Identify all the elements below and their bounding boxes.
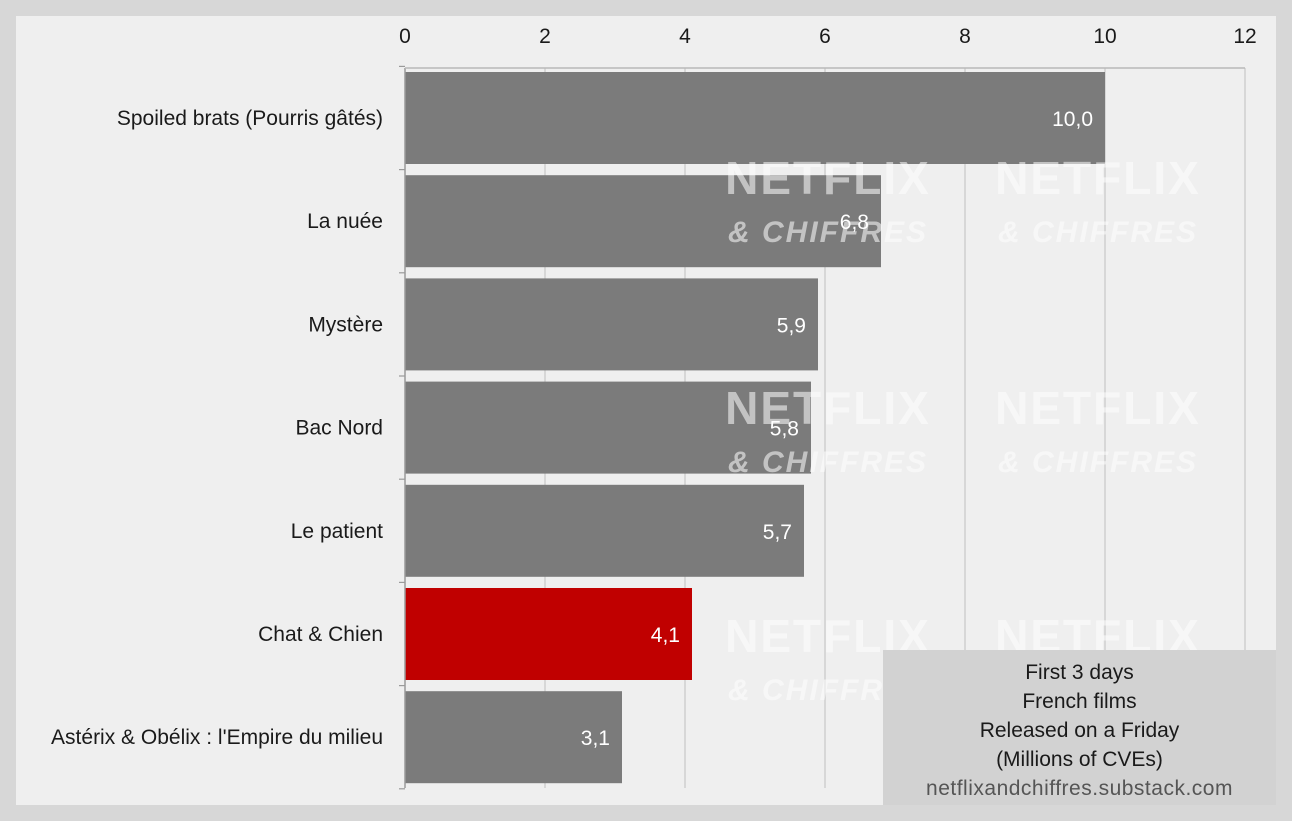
watermark-logo: NETFLIX [995,152,1201,204]
category-label: La nuée [307,210,383,233]
category-label: Astérix & Obélix : l'Empire du milieu [51,726,383,749]
bar [405,72,1105,164]
data-label: 6,8 [840,211,869,234]
category-label: Bac Nord [295,417,383,440]
category-label: Chat & Chien [258,623,383,646]
watermark-logo: NETFLIX [995,382,1201,434]
caption-line-1: First 3 days [1025,661,1134,684]
chart-frame: NETFLIX & CHIFFRES NETFLIX & CHIFFRES NETFLI… [16,16,1276,805]
data-label: 5,8 [770,418,799,441]
bars [405,72,1105,784]
bar [405,484,804,577]
bar [405,588,692,680]
watermark-logo-sub: & CHIFFRES [728,446,928,479]
watermark-logo-sub: & CHIFFRES [998,216,1198,249]
data-label: 3,1 [581,727,610,750]
data-label: 5,9 [777,314,806,337]
watermark-logo: NETFLIX [725,152,931,204]
x-tick-label: 0 [399,25,411,48]
x-tick-label: 8 [959,25,971,48]
data-label: 5,7 [763,521,792,544]
labels: Spoiled brats (Pourris gâtés) 10,0 La nuée… [51,107,1093,750]
bar [405,691,622,784]
watermark-logo-sub: & CHIFFRES [998,446,1198,479]
caption-line-2: French films [1022,690,1137,713]
bar [405,381,811,474]
caption-source: netflixandchiffres.substack.com [926,777,1233,800]
data-label: 10,0 [1052,108,1093,131]
x-tick-label: 12 [1233,25,1256,48]
bar [405,278,818,371]
category-label: Mystère [308,313,383,336]
category-label: Le patient [291,520,383,543]
x-tick-label: 10 [1093,25,1116,48]
bar [405,175,881,268]
data-label: 4,1 [651,624,680,647]
x-tick-label: 2 [539,25,551,48]
caption-line-3: Released on a Friday [979,719,1180,742]
x-axis: 0 2 4 6 8 10 12 [399,25,1257,790]
caption-box: First 3 days French films Released on a … [883,650,1276,805]
x-tick-label: 6 [819,25,831,48]
x-tick-label: 4 [679,25,691,48]
caption-line-4: (Millions of CVEs) [996,748,1163,771]
watermark-logo-sub: & CHIFFRES [728,216,928,249]
watermark-logo: NETFLIX [725,382,931,434]
bar-chart: NETFLIX & CHIFFRES NETFLIX & CHIFFRES NETFLI… [51,25,1257,790]
category-label: Spoiled brats (Pourris gâtés) [117,107,383,130]
